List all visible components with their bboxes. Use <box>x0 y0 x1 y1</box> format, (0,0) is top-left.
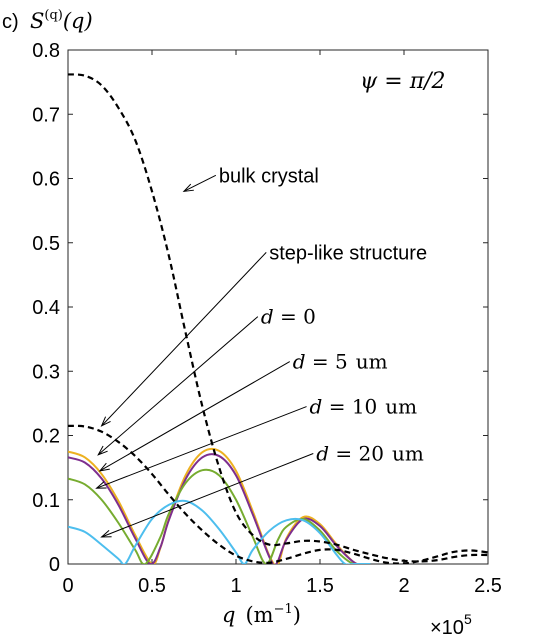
annotation-arrowhead-d10 <box>95 481 107 489</box>
annotation-arrow-d0 <box>97 316 259 456</box>
y-tick-label: 0.7 <box>32 104 60 126</box>
y-tick-label: 0.8 <box>32 40 60 62</box>
inset-psi-label: ψ = π/2 <box>360 69 446 94</box>
series-line-d-10-um <box>68 468 371 564</box>
annotation-arrow-d20 <box>101 453 314 538</box>
annotation-label-step: step-like structure <box>269 242 427 264</box>
annotation-arrowhead-step <box>100 416 111 427</box>
annotation-arrowhead-d5 <box>98 462 110 472</box>
series-line-d-0 <box>68 447 371 564</box>
x-axis-label: q (m−1) <box>222 602 301 627</box>
annotation-label-d5: d = 5 um <box>293 350 388 374</box>
annotation-label-d20: d = 20 um <box>316 441 424 465</box>
annotation-arrow-step <box>101 252 267 427</box>
x-tick-label: 0 <box>62 575 73 597</box>
annotation-arrow-d10 <box>96 406 307 489</box>
x-tick-label: 2 <box>398 575 409 597</box>
x-tick-label: 1.5 <box>306 575 334 597</box>
annotation-label-d10: d = 10 um <box>310 395 418 419</box>
y-tick-label: 0.4 <box>32 297 60 319</box>
y-tick-label: 0.1 <box>32 490 60 512</box>
y-tick-label: 0.2 <box>32 426 60 448</box>
series-line-step-like-structure <box>68 424 488 564</box>
y-tick-label: 0.3 <box>32 361 60 383</box>
annotation-arrow-d5 <box>99 361 291 472</box>
x-tick-label: 1 <box>230 575 241 597</box>
annotation-label-bulk: bulk crystal <box>219 165 319 187</box>
y-tick-label: 0 <box>49 554 60 576</box>
series-line-bulk-crystal <box>68 73 488 563</box>
x-tick-label: 2.5 <box>474 575 502 597</box>
annotation-arrowhead-d20 <box>100 530 112 538</box>
y-tick-label: 0.5 <box>32 233 60 255</box>
x-multiplier: ×105 <box>430 611 472 639</box>
axis-ticks: 0 0.5 1 1.5 2 2.5 0 0.1 0.2 0.3 0.4 0.5 0.6 0.7 0.8 <box>32 40 502 597</box>
y-axis-label: S(q)(q) <box>30 8 93 33</box>
y-tick-label: 0.6 <box>32 169 60 191</box>
series-line-d-20-um <box>68 499 371 564</box>
annotation-arrowhead-bulk <box>182 183 194 193</box>
annotation-arrow-bulk <box>183 174 217 192</box>
annotation-layer: bulk crystal step-like structure d = 0 d = … <box>95 165 427 538</box>
panel-label: c) <box>2 11 19 33</box>
annotation-label-d0: d = 0 <box>261 305 316 329</box>
annotation-arrowhead-d0 <box>97 445 108 456</box>
series-layer <box>68 73 488 564</box>
x-tick-label: 0.5 <box>138 575 166 597</box>
series-line-d-5-um <box>68 453 371 564</box>
